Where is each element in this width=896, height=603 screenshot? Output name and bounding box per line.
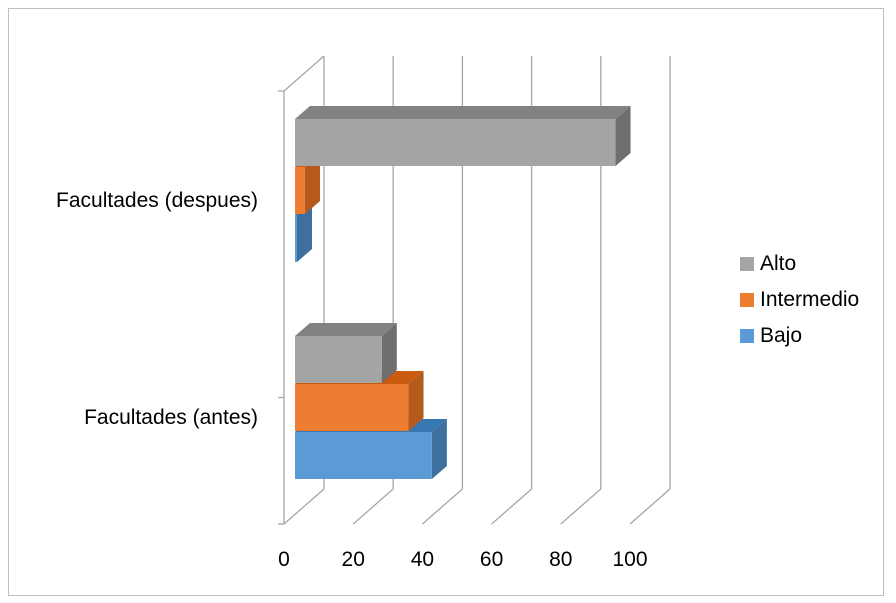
legend-swatch-alto bbox=[740, 257, 754, 271]
category-label: Facultades (despues) bbox=[56, 189, 258, 212]
category-label: Facultades (antes) bbox=[84, 406, 258, 429]
x-tick-label: 20 bbox=[342, 548, 365, 571]
gridline-floor bbox=[629, 488, 671, 525]
bar-alto bbox=[295, 323, 397, 383]
bar-side bbox=[297, 202, 312, 262]
wall-edge-top bbox=[283, 55, 325, 92]
legend-label-alto: Alto bbox=[760, 252, 797, 275]
bar-side bbox=[305, 154, 321, 214]
gridline-floor bbox=[283, 488, 325, 525]
chart-labels: 0 20 40 60 80 100 Facultades (antes) Facultades… bbox=[56, 189, 647, 571]
legend-item-bajo: Bajo bbox=[740, 318, 859, 354]
bar-alto bbox=[295, 106, 631, 166]
legend-label-intermedio: Intermedio bbox=[760, 288, 860, 311]
chart-bars bbox=[295, 106, 631, 479]
bar-side bbox=[615, 106, 631, 166]
bar-front bbox=[295, 432, 432, 479]
bar-top bbox=[295, 106, 631, 119]
legend-item-intermedio: Intermedio bbox=[740, 282, 859, 318]
gridline-floor bbox=[560, 488, 602, 525]
x-tick-label: 0 bbox=[278, 548, 290, 571]
bar-front bbox=[295, 119, 616, 166]
legend-item-alto: Alto bbox=[740, 246, 859, 282]
bar-front bbox=[295, 167, 306, 214]
x-tick-label: 40 bbox=[411, 548, 434, 571]
x-tick-label: 80 bbox=[549, 548, 572, 571]
gridline-floor bbox=[421, 488, 463, 525]
bar-front bbox=[295, 336, 382, 383]
x-tick-label: 100 bbox=[612, 548, 647, 571]
legend-swatch-bajo bbox=[740, 329, 754, 343]
bar-side bbox=[381, 323, 397, 383]
gridline-floor bbox=[491, 488, 533, 525]
bar-side bbox=[431, 419, 447, 479]
bar-top bbox=[295, 323, 397, 336]
legend-swatch-intermedio bbox=[740, 293, 754, 307]
legend-label-bajo: Bajo bbox=[760, 324, 803, 347]
bar-side bbox=[408, 371, 424, 431]
bar-front bbox=[295, 384, 409, 431]
gridline-floor bbox=[352, 488, 394, 525]
x-tick-label: 60 bbox=[480, 548, 503, 571]
bar-front bbox=[295, 215, 297, 262]
legend: Alto Intermedio Bajo bbox=[740, 246, 859, 354]
